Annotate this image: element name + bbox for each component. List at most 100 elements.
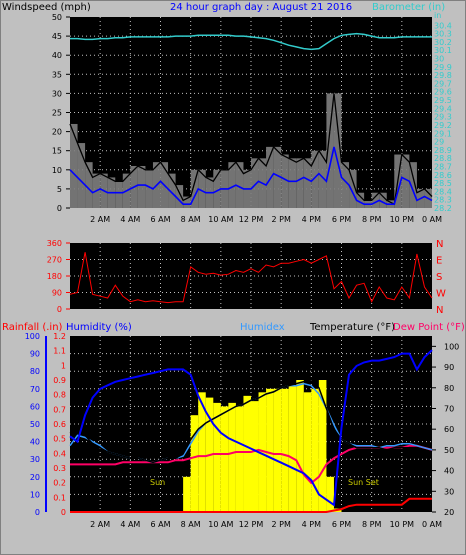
humidity-tick-label: 90 bbox=[30, 350, 40, 359]
time-tick-label: 0 AM bbox=[422, 520, 442, 529]
time-tick-label: 12 PM bbox=[239, 520, 264, 529]
dew-point-axis-label: Dew Point (°F) bbox=[393, 322, 465, 333]
humidity-series bbox=[69, 349, 433, 507]
time-tick-label: 2 AM bbox=[90, 215, 110, 224]
barometer-tick-label: 29.6 bbox=[434, 88, 452, 97]
wind-average-series bbox=[69, 146, 433, 205]
temperature-tick-label: 30 bbox=[444, 487, 454, 496]
solar-bar bbox=[228, 402, 236, 512]
barometer-tick-label: 30.4 bbox=[434, 21, 452, 30]
barometer-tick-label: 29 bbox=[434, 138, 444, 147]
barometer-tick-label: 28.3 bbox=[434, 196, 452, 205]
time-tick-label: 4 AM bbox=[120, 215, 140, 224]
gust-area bbox=[356, 192, 365, 208]
time-tick-label: 8 PM bbox=[362, 520, 381, 529]
time-tick-label: 4 PM bbox=[302, 520, 321, 529]
rainfall-tick-label: 0.5 bbox=[53, 435, 66, 444]
rainfall-tick-label: 0.1 bbox=[53, 493, 66, 502]
compass-label: S bbox=[436, 272, 442, 283]
humidity-tick-label: 60 bbox=[30, 402, 40, 411]
temperature-axis-label: Temperature (°F) bbox=[309, 322, 395, 333]
time-tick-label: 12 PM bbox=[239, 215, 264, 224]
humidity-tick-label: 40 bbox=[30, 438, 40, 447]
climate-panel: 0 0.1 0.2 0.3 0.4 0.5 0.6 0.7 0.8 0.9 1 1.1 1.2 0 10 2… bbox=[25, 332, 460, 529]
humidity-tick-label: 0 bbox=[35, 508, 40, 517]
time-tick-label: 2 PM bbox=[271, 215, 290, 224]
gust-area bbox=[303, 158, 312, 208]
rainfall-tick-label: 0.4 bbox=[53, 449, 66, 458]
temperature-tick-label: 20 bbox=[444, 508, 454, 517]
gust-area bbox=[266, 146, 274, 208]
barometer-tick-label: 29.5 bbox=[434, 96, 452, 105]
barometer-tick-label: 30.2 bbox=[434, 38, 452, 47]
solar-bar bbox=[318, 380, 327, 512]
windspeed-tick-label: 30 bbox=[52, 89, 62, 98]
barometer-tick-label: 30.1 bbox=[434, 46, 452, 55]
gust-area bbox=[349, 169, 357, 208]
rainfall-tick-label: 0.9 bbox=[53, 376, 66, 385]
humidity-tick-label: 70 bbox=[30, 385, 40, 394]
gust-area bbox=[409, 162, 417, 208]
solar-bar bbox=[303, 392, 312, 512]
solar-bar bbox=[251, 401, 259, 512]
rainfall-tick-label: 1.1 bbox=[53, 347, 66, 356]
gust-area bbox=[183, 196, 191, 208]
direction-tick-label: 90 bbox=[52, 289, 62, 298]
compass-label: W bbox=[436, 289, 446, 300]
barometer-tick-label: 28.4 bbox=[434, 187, 452, 196]
gust-line bbox=[69, 93, 433, 206]
time-tick-label: 8 AM bbox=[181, 215, 201, 224]
barometer-axis-label: Barometer (in) bbox=[372, 2, 445, 13]
gust-area bbox=[168, 173, 176, 208]
compass-label: N bbox=[436, 239, 443, 250]
time-tick-label: 2 PM bbox=[271, 520, 290, 529]
rainfall-tick-label: 0.7 bbox=[53, 405, 66, 414]
gust-area bbox=[77, 143, 86, 208]
gust-area bbox=[379, 192, 387, 208]
temperature-series bbox=[69, 378, 433, 464]
time-tick-label: 0 AM bbox=[422, 215, 442, 224]
barometer-tick-label: 28.6 bbox=[434, 171, 452, 180]
temperature-tick-label: 90 bbox=[444, 363, 454, 372]
barometer-tick-label: 28.9 bbox=[434, 146, 452, 155]
gust-area bbox=[235, 162, 244, 208]
windspeed-tick-label: 25 bbox=[52, 109, 62, 118]
time-tick-label: 6 AM bbox=[150, 520, 170, 529]
gust-area bbox=[198, 169, 206, 208]
solar-bar bbox=[183, 476, 191, 512]
gust-area bbox=[145, 169, 153, 208]
direction-tick-labels: 0 90 180 270 360 bbox=[47, 239, 70, 314]
solar-bar bbox=[220, 406, 229, 512]
gust-area bbox=[85, 162, 93, 208]
barometer-tick-label: 29.8 bbox=[434, 71, 452, 80]
gust-area bbox=[213, 169, 221, 208]
time-tick-label: 10 PM bbox=[390, 520, 415, 529]
barometer-tick-labels: in 28.228.328.428.528.628.728.828.92929.1… bbox=[434, 11, 452, 213]
time-tick-label: 6 AM bbox=[150, 215, 170, 224]
temperature-tick-labels: 20 30 40 50 60 70 80 90 100 bbox=[432, 342, 459, 517]
barometer-tick-label: 28.5 bbox=[434, 179, 452, 188]
temperature-tick-label: 60 bbox=[444, 425, 454, 434]
barometer-tick-label: 29.4 bbox=[434, 104, 452, 113]
direction-grid bbox=[70, 243, 432, 309]
time-tick-label: 8 PM bbox=[362, 215, 381, 224]
rainfall-axis-label: Rainfall (.in) bbox=[2, 322, 63, 333]
barometer-tick-label: 28.8 bbox=[434, 154, 452, 163]
compass-label: E bbox=[436, 256, 442, 267]
time-tick-label: 2 AM bbox=[90, 520, 110, 529]
barometer-series bbox=[70, 32, 432, 51]
gust-area bbox=[251, 158, 259, 208]
gust-area bbox=[175, 185, 184, 208]
humidity-line bbox=[69, 349, 433, 507]
gust-area bbox=[311, 150, 319, 208]
temperature-line bbox=[69, 378, 433, 464]
rainfall-tick-labels: 0 0.1 0.2 0.3 0.4 0.5 0.6 0.7 0.8 0.9 1 1.1 1.2 bbox=[53, 332, 66, 517]
time-tick-label: 4 AM bbox=[120, 520, 140, 529]
temperature-tick-label: 50 bbox=[444, 446, 454, 455]
rainfall-tick-label: 0 bbox=[61, 508, 66, 517]
barometer-tick-label: 30 bbox=[434, 55, 444, 64]
solar-bar bbox=[243, 395, 251, 512]
